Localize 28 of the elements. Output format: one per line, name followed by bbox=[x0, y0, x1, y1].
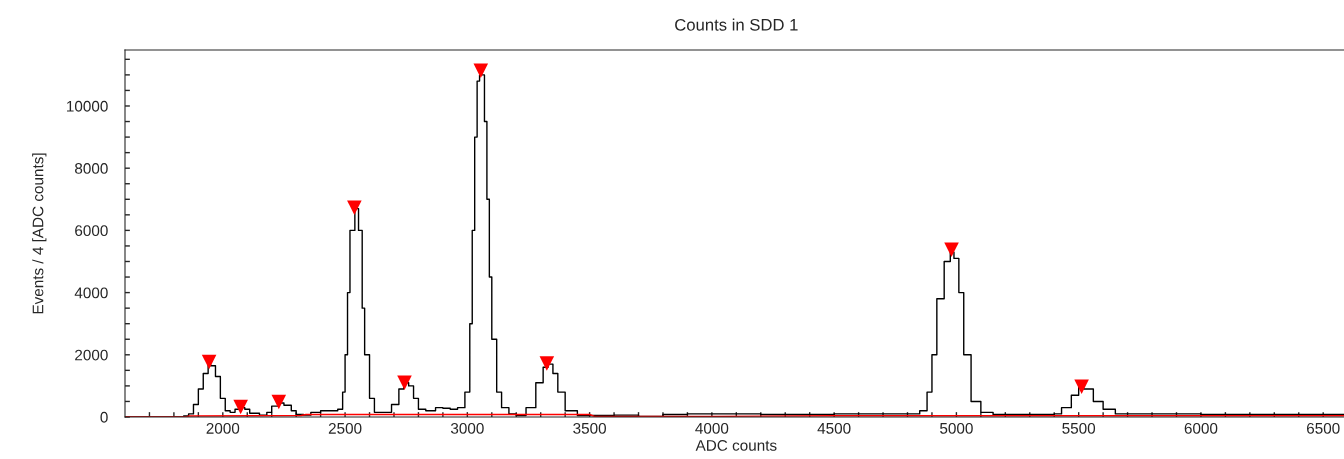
point bbox=[271, 394, 287, 410]
x-tick-label: 2000 bbox=[206, 422, 240, 434]
y-tick-label: 4000 bbox=[74, 287, 108, 299]
x-tick-label: 6000 bbox=[1184, 422, 1218, 434]
x-tick-label: 6500 bbox=[1306, 422, 1340, 434]
y-tick-label: 6000 bbox=[75, 225, 108, 237]
x-tick-label: 2500 bbox=[328, 422, 362, 434]
chart-title: Counts in SDD 1 bbox=[675, 18, 798, 31]
x-tick-label: 3000 bbox=[450, 422, 484, 434]
y-tick-label: 2000 bbox=[75, 349, 108, 361]
point bbox=[944, 242, 959, 257]
x-tick-label: 5500 bbox=[1062, 422, 1096, 434]
point bbox=[1074, 379, 1089, 395]
x-axis-title: ADC counts bbox=[695, 439, 777, 451]
y-tick-label: 10000 bbox=[67, 100, 108, 112]
point bbox=[347, 200, 362, 215]
point bbox=[539, 356, 555, 371]
point bbox=[201, 354, 217, 370]
point bbox=[233, 399, 248, 415]
y-axis-title: Events / 4 [ADC counts] bbox=[32, 153, 47, 314]
x-tick-label: 5000 bbox=[940, 422, 973, 434]
point bbox=[473, 63, 489, 79]
y-tick-label: 8000 bbox=[75, 163, 108, 174]
y-tick-label: 0 bbox=[100, 411, 108, 423]
point bbox=[397, 375, 412, 391]
x-tick-label: 3500 bbox=[573, 422, 607, 434]
x-tick-label: 4000 bbox=[695, 422, 729, 434]
x-tick-label: 4500 bbox=[817, 422, 851, 434]
